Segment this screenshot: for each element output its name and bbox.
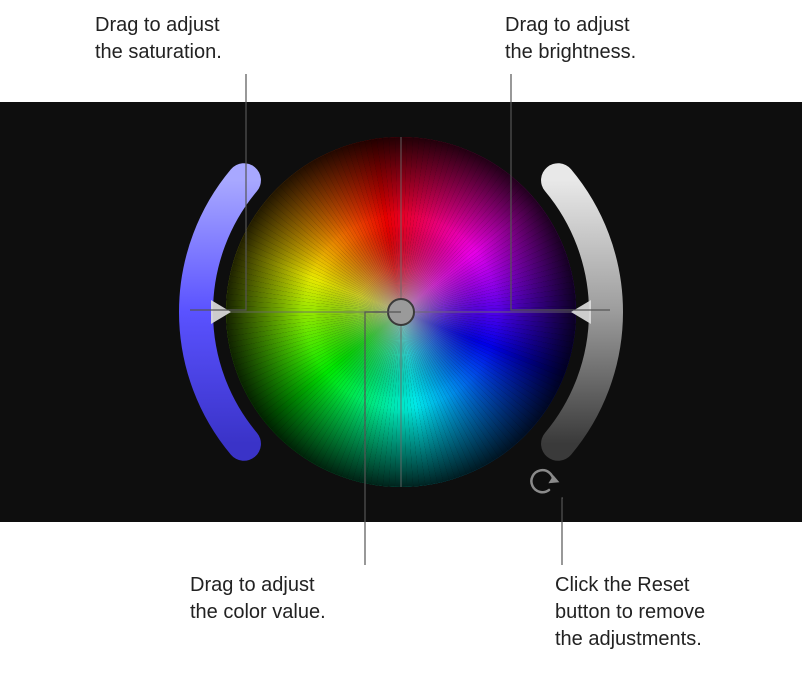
callout-brightness: Drag to adjust the brightness. [505, 12, 636, 66]
callout-reset: Click the Reset button to remove the adj… [555, 572, 705, 653]
leader-reset [562, 498, 563, 565]
reset-arrow-icon [548, 475, 559, 483]
callout-color-value: Drag to adjust the color value. [190, 572, 326, 626]
reset-button[interactable] [531, 470, 559, 492]
callout-saturation: Drag to adjust the saturation. [95, 12, 222, 66]
